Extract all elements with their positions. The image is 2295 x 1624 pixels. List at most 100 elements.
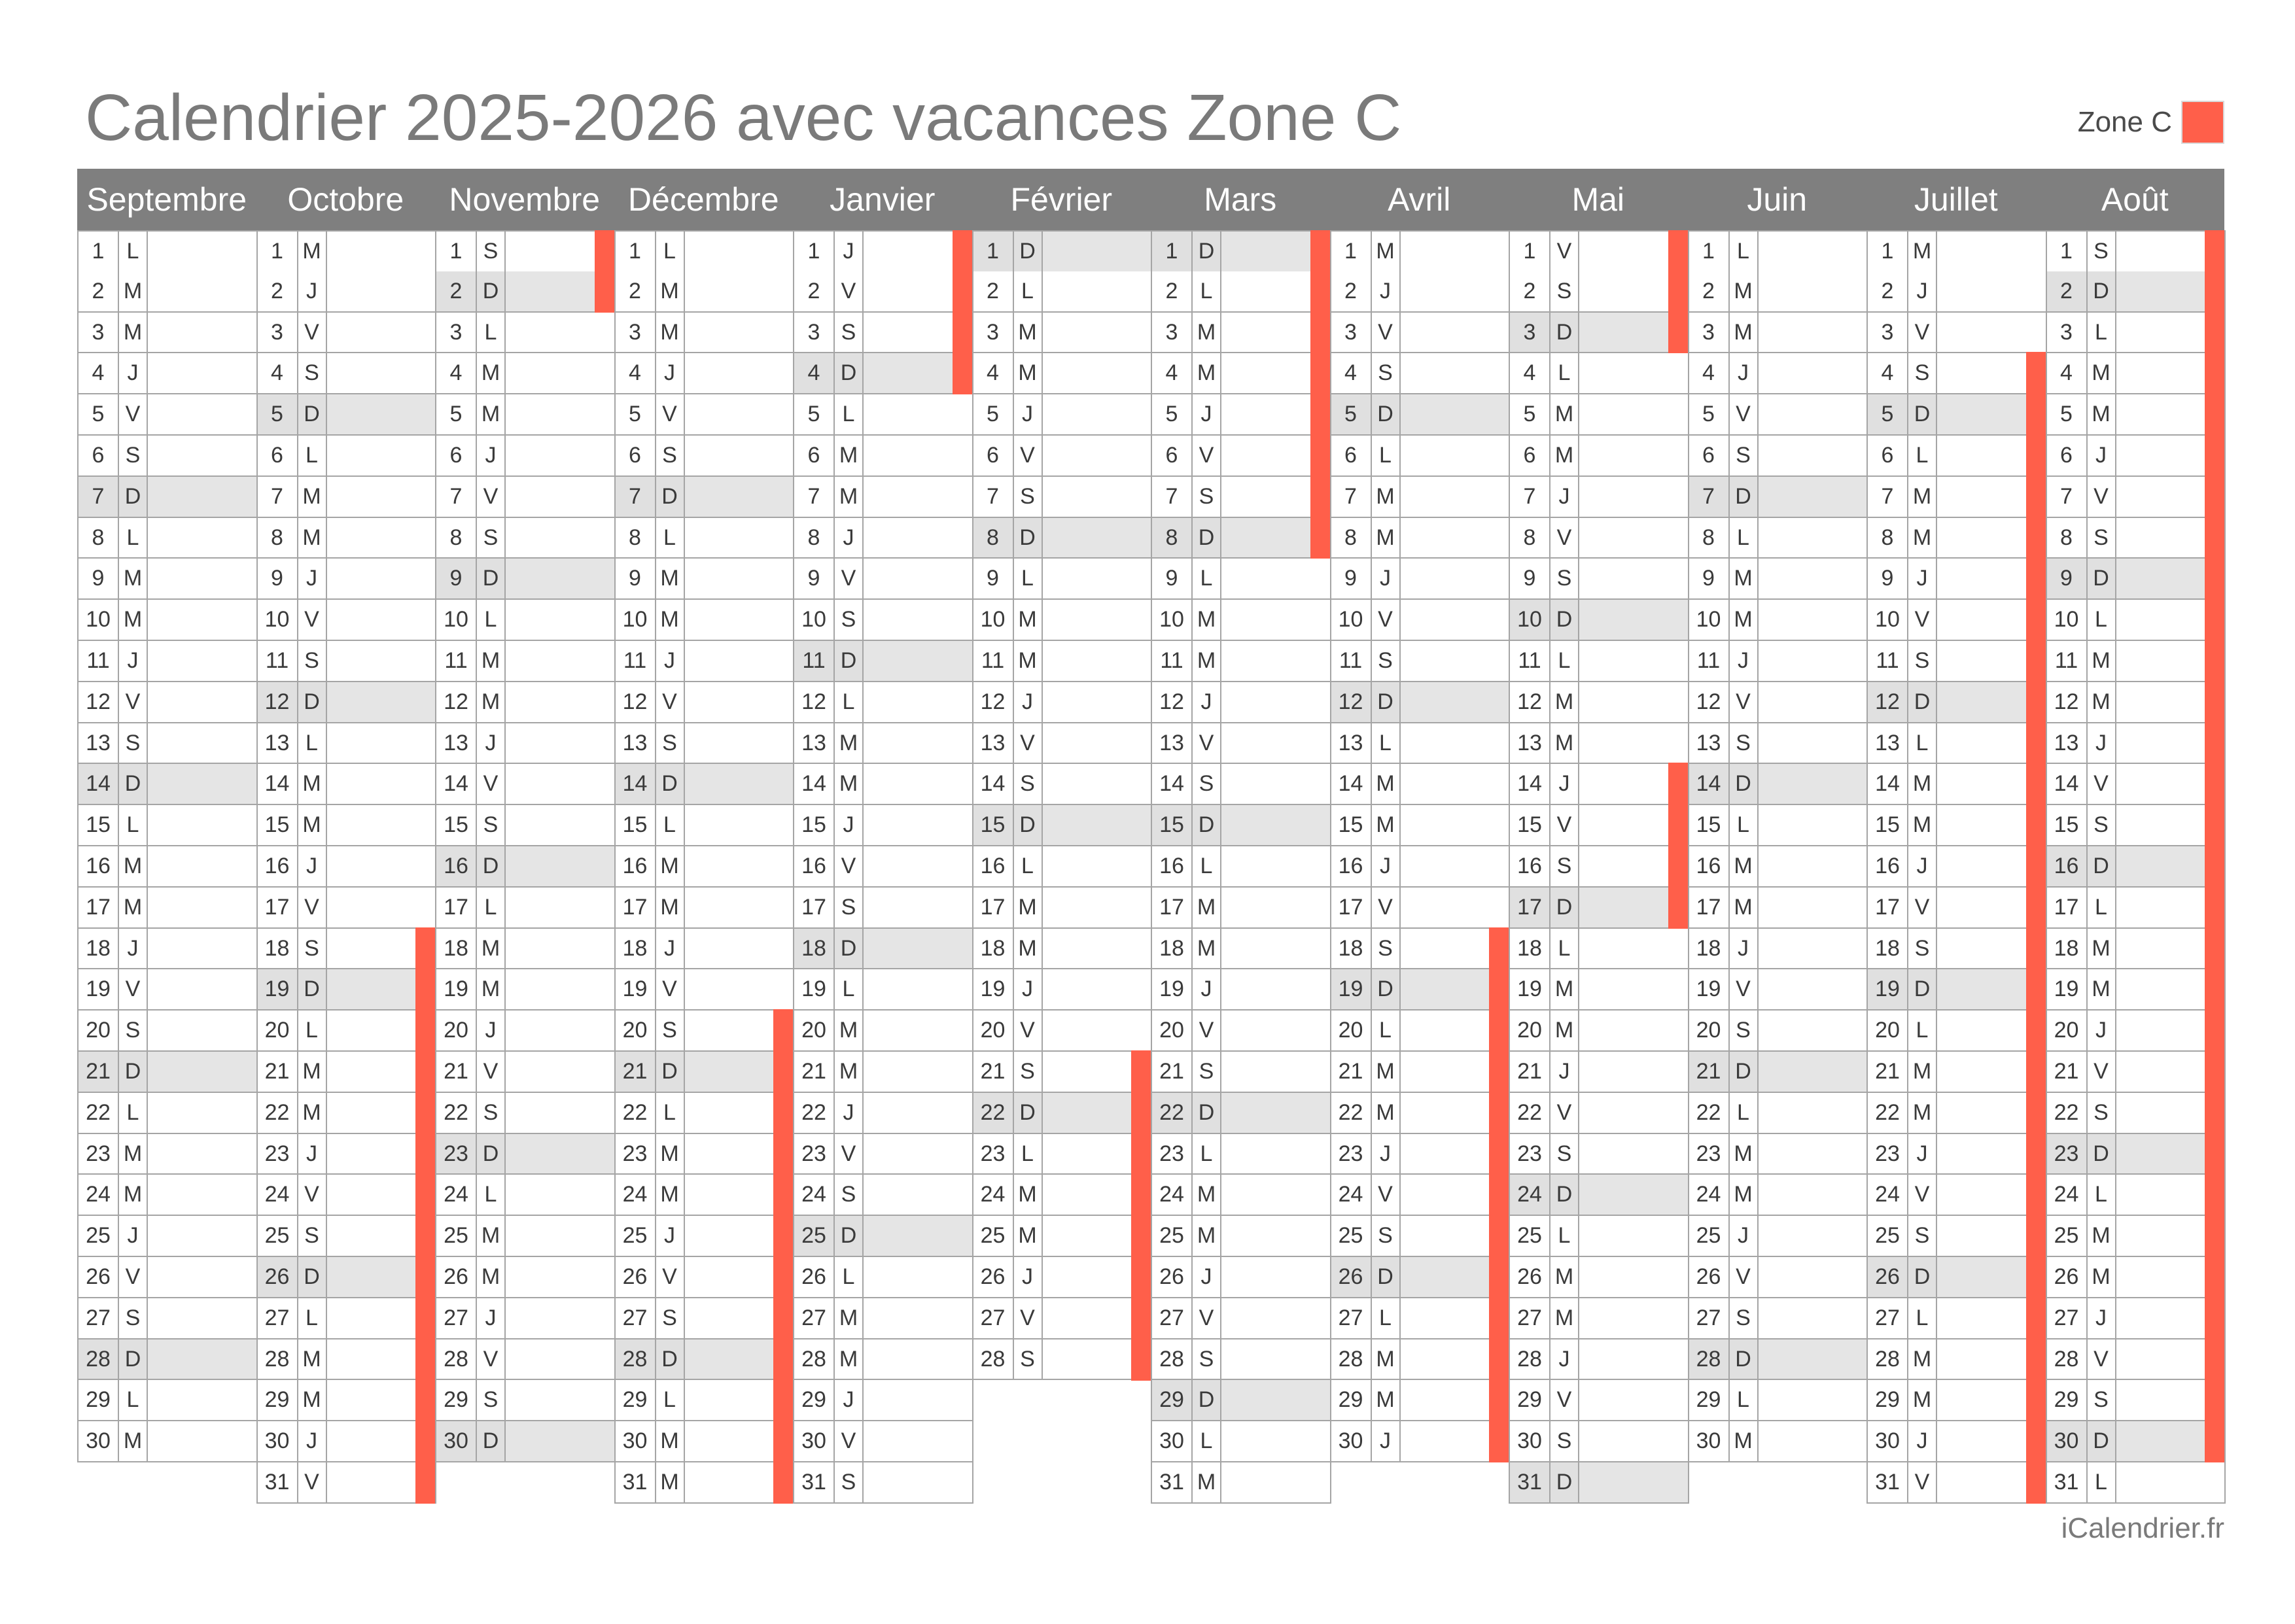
- holiday-marker: [1310, 475, 1330, 518]
- day-number: 1: [79, 232, 119, 271]
- holiday-marker: [1668, 763, 1688, 806]
- day-number: 4: [1510, 353, 1550, 394]
- day-letter: M: [835, 1052, 864, 1092]
- day-number: 16: [1152, 846, 1193, 886]
- day-number: 17: [436, 887, 477, 927]
- day-row: 18 L: [1509, 928, 1689, 970]
- day-letter: V: [1550, 517, 1579, 558]
- day-letter: M: [2087, 1216, 2116, 1256]
- day-number: 18: [1331, 928, 1372, 969]
- day-row: 27 V: [972, 1296, 1152, 1339]
- day-row: 13 S: [614, 723, 794, 765]
- day-letter: M: [1550, 1257, 1579, 1297]
- day-letter: L: [1371, 436, 1401, 475]
- day-number: 3: [1689, 312, 1730, 353]
- day-row: 28 V: [435, 1339, 616, 1381]
- day-number: 22: [257, 1092, 298, 1133]
- day-row: 29 M: [256, 1379, 436, 1422]
- holiday-marker: [1310, 393, 1330, 436]
- day-number: 21: [615, 1052, 656, 1092]
- day-row: 23 V: [793, 1133, 973, 1175]
- day-row: 15 D: [1151, 805, 1331, 846]
- day-letter: D: [477, 846, 506, 886]
- day-row: 25 J: [614, 1215, 794, 1258]
- day-row: 11 J: [77, 641, 258, 682]
- day-row: 21 J: [1509, 1052, 1689, 1093]
- day-letter: M: [1013, 312, 1043, 353]
- holiday-marker: [773, 1132, 793, 1175]
- day-row: 13 M: [793, 723, 973, 765]
- day-row: 27 V: [1151, 1298, 1331, 1339]
- day-letter: D: [656, 1339, 685, 1379]
- day-letter: D: [1729, 1339, 1759, 1379]
- day-number: 29: [1510, 1380, 1550, 1421]
- day-number: 13: [615, 723, 656, 763]
- day-row: 17 S: [793, 887, 973, 929]
- day-letter: M: [1908, 1339, 1937, 1379]
- day-number: 7: [615, 476, 656, 517]
- holiday-marker: [1489, 1379, 1509, 1422]
- day-row: 19 J: [1151, 969, 1331, 1011]
- day-row: 17 M: [1687, 887, 1868, 929]
- day-number: 15: [436, 805, 477, 845]
- day-number: 3: [615, 312, 656, 353]
- day-number: 31: [257, 1462, 298, 1502]
- day-letter: J: [1371, 271, 1401, 311]
- day-row: 11 M: [2045, 640, 2226, 682]
- day-number: 1: [436, 232, 477, 271]
- holiday-marker: [2025, 1215, 2046, 1258]
- day-number: 16: [973, 846, 1014, 886]
- day-number: 30: [1689, 1421, 1730, 1461]
- day-row: 26 D: [1329, 1256, 1510, 1298]
- day-number: 11: [257, 641, 298, 681]
- day-letter: D: [1908, 394, 1937, 434]
- day-number: 2: [257, 271, 298, 311]
- day-number: 16: [79, 846, 119, 886]
- day-number: 2: [1689, 271, 1730, 311]
- day-letter: D: [1908, 969, 1937, 1010]
- day-letter: S: [1908, 641, 1937, 681]
- day-number: 25: [794, 1216, 835, 1256]
- day-row: 28 M: [256, 1338, 436, 1381]
- day-number: 3: [794, 312, 835, 353]
- day-number: 8: [1689, 517, 1730, 558]
- holiday-marker: [2205, 640, 2224, 682]
- day-row: 26 D: [256, 1256, 436, 1298]
- day-number: 11: [1510, 641, 1550, 681]
- day-number: 6: [79, 436, 119, 475]
- day-letter: D: [298, 1257, 327, 1297]
- day-number: 5: [1331, 394, 1372, 434]
- day-letter: M: [1013, 928, 1043, 969]
- day-number: 11: [1689, 641, 1730, 681]
- day-row: 14 M: [256, 764, 436, 806]
- day-letter: D: [2087, 846, 2116, 886]
- day-row: 20 V: [972, 1011, 1152, 1052]
- day-letter: M: [1729, 1421, 1759, 1461]
- day-letter: M: [298, 764, 327, 804]
- day-letter: V: [1550, 1380, 1579, 1421]
- day-letter: V: [298, 887, 327, 927]
- day-number: 19: [1868, 969, 1908, 1010]
- day-letter: V: [1371, 600, 1401, 640]
- holiday-marker: [1131, 1132, 1151, 1175]
- day-letter: S: [119, 1011, 148, 1050]
- day-row: 25 L: [1509, 1216, 1689, 1257]
- day-row: 31 S: [793, 1462, 973, 1504]
- day-letter: V: [656, 969, 685, 1010]
- day-row: 19 M: [1509, 969, 1689, 1011]
- day-number: 12: [1152, 682, 1193, 722]
- month-header: Novembre: [449, 181, 601, 218]
- day-letter: V: [1729, 1257, 1759, 1297]
- day-letter: D: [2087, 271, 2116, 311]
- day-row: 22 L: [77, 1092, 258, 1134]
- day-number: 28: [1689, 1339, 1730, 1379]
- day-row: 23 D: [2045, 1132, 2226, 1175]
- day-row: 28 M: [1329, 1338, 1510, 1381]
